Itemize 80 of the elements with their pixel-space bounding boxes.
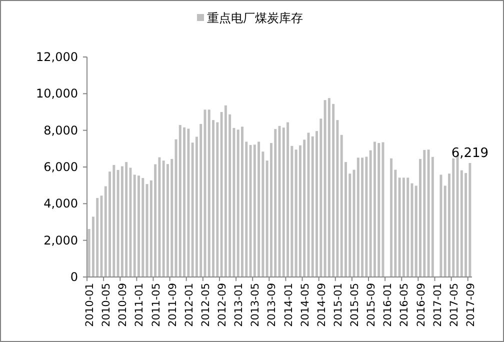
bar bbox=[340, 134, 343, 277]
y-tick-label: 12,000 bbox=[36, 50, 78, 64]
x-tick-label: 2011-01 bbox=[134, 283, 146, 327]
x-tick-label: 2015-05 bbox=[349, 283, 362, 327]
x-tick-label: 2015-01 bbox=[332, 283, 344, 327]
y-tick-label: 2,000 bbox=[44, 233, 78, 248]
bar bbox=[365, 156, 368, 277]
bar bbox=[406, 178, 410, 277]
x-tick-label: 2010-09 bbox=[117, 283, 130, 327]
bar bbox=[236, 130, 240, 277]
bar bbox=[398, 178, 401, 277]
x-tick-label: 2010-05 bbox=[100, 283, 113, 327]
bar bbox=[146, 184, 148, 277]
x-tick-label: 2013-05 bbox=[250, 283, 262, 327]
data-label: 6,219 bbox=[451, 146, 489, 161]
bar bbox=[224, 105, 227, 277]
bar bbox=[373, 142, 376, 277]
bar bbox=[356, 158, 360, 277]
bar bbox=[162, 160, 165, 277]
bar bbox=[423, 150, 426, 277]
bar bbox=[258, 142, 260, 277]
bar bbox=[427, 150, 430, 277]
x-tick-label: 2010-01 bbox=[84, 283, 96, 327]
bar bbox=[133, 174, 136, 277]
bar bbox=[170, 158, 174, 277]
bar bbox=[390, 158, 393, 277]
bar bbox=[320, 118, 322, 277]
bar bbox=[204, 110, 206, 277]
bar bbox=[253, 144, 256, 277]
x-tick-label: 2017-09 bbox=[464, 283, 477, 327]
bar bbox=[125, 162, 128, 277]
bar bbox=[116, 170, 120, 277]
y-tick-label: 6,000 bbox=[44, 160, 78, 174]
bar bbox=[100, 196, 103, 277]
bar bbox=[138, 176, 140, 277]
x-tick-label: 2013-09 bbox=[266, 283, 278, 327]
bar bbox=[208, 110, 210, 277]
y-tick-label: 10,000 bbox=[36, 86, 78, 101]
bar bbox=[294, 150, 298, 277]
bar bbox=[183, 127, 186, 277]
bar bbox=[158, 157, 161, 277]
bar bbox=[361, 158, 364, 277]
x-tick-label: 2016-09 bbox=[415, 283, 428, 327]
y-tick-label: 8,000 bbox=[44, 123, 78, 138]
bar bbox=[378, 142, 380, 277]
bar bbox=[216, 122, 219, 277]
bar bbox=[187, 128, 190, 277]
bar bbox=[328, 98, 330, 277]
bar bbox=[249, 145, 252, 277]
bar bbox=[440, 174, 442, 277]
bar bbox=[307, 132, 310, 277]
bar bbox=[286, 122, 290, 277]
bar bbox=[402, 178, 405, 277]
bar bbox=[96, 198, 99, 277]
x-tick-label: 2014-05 bbox=[299, 283, 312, 327]
bar bbox=[241, 126, 244, 277]
x-tick-label: 2015-09 bbox=[366, 283, 378, 327]
bar bbox=[274, 129, 277, 277]
bar bbox=[112, 164, 116, 277]
x-tick-label: 2012-05 bbox=[200, 283, 212, 327]
bar bbox=[178, 125, 182, 277]
bar bbox=[468, 162, 472, 277]
x-tick-label: 2013-01 bbox=[233, 283, 246, 327]
x-tick-label: 2014-01 bbox=[282, 283, 295, 327]
y-tick-label: 0 bbox=[70, 270, 78, 284]
x-tick-label: 2012-01 bbox=[183, 283, 196, 327]
x-tick-label: 2016-01 bbox=[382, 283, 394, 327]
x-tick-label: 2016-05 bbox=[398, 283, 411, 327]
y-tick-label: 4,000 bbox=[44, 196, 78, 211]
bar bbox=[324, 100, 326, 277]
x-tick-label: 2017-05 bbox=[448, 283, 460, 327]
x-tick-label: 2012-09 bbox=[216, 283, 229, 327]
bar bbox=[142, 178, 144, 277]
x-tick-label: 2014-09 bbox=[316, 283, 328, 327]
bar bbox=[452, 158, 455, 277]
x-tick-label: 2011-05 bbox=[150, 283, 162, 327]
legend: 重点电厂煤炭库存 bbox=[197, 11, 303, 25]
x-tick-label: 2017-01 bbox=[432, 283, 444, 327]
bar bbox=[120, 166, 124, 277]
x-tick-label: 2011-09 bbox=[166, 283, 179, 327]
